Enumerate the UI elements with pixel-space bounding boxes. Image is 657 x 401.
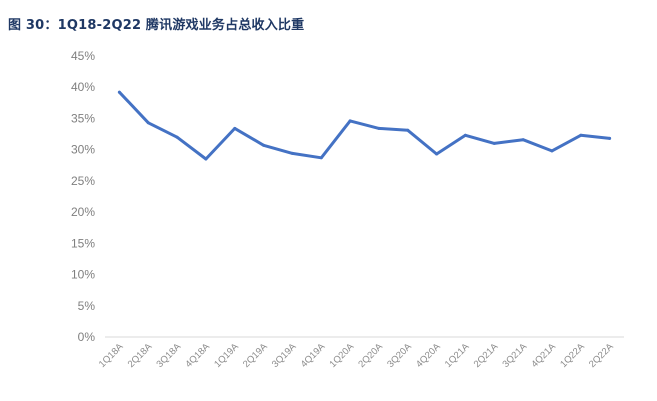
data-point <box>319 156 323 160</box>
y-tick-label: 15% <box>71 236 95 250</box>
data-point <box>435 152 439 156</box>
x-tick-label: 2Q21A <box>472 341 501 370</box>
series-line <box>117 90 612 161</box>
data-point <box>262 143 266 147</box>
data-point <box>550 149 554 153</box>
x-tick-label: 2Q19A <box>241 341 270 370</box>
data-point <box>608 136 612 140</box>
data-point <box>233 126 237 130</box>
x-tick-label: 1Q21A <box>443 341 472 370</box>
y-tick-label: 25% <box>71 174 95 188</box>
data-point <box>117 90 121 94</box>
figure-title: 图 30：1Q18-2Q22 腾讯游戏业务占总收入比重 <box>8 18 305 33</box>
y-tick-label: 0% <box>78 330 96 344</box>
x-tick-label: 3Q18A <box>155 341 184 370</box>
y-tick-label: 45% <box>71 49 95 63</box>
x-tick-label: 3Q20A <box>385 341 414 370</box>
data-point <box>463 133 467 137</box>
data-point <box>492 141 496 145</box>
x-tick-label: 4Q21A <box>529 341 558 370</box>
y-tick-label: 10% <box>71 268 95 282</box>
x-tick-label: 4Q19A <box>299 341 328 370</box>
x-tick-label: 1Q18A <box>97 341 126 370</box>
data-point <box>175 135 179 139</box>
y-tick-label: 20% <box>71 205 95 219</box>
x-tick-label: 3Q21A <box>501 341 530 370</box>
data-points <box>117 90 612 161</box>
x-axis-labels: 1Q18A 2Q18A 3Q18A 4Q18A 1Q19A 2Q19A 3Q19A 4Q19A… <box>97 341 616 370</box>
data-point <box>377 126 381 130</box>
y-tick-label: 35% <box>71 111 95 125</box>
x-tick-label: 2Q22A <box>587 341 616 370</box>
x-tick-label: 3Q19A <box>270 341 299 370</box>
y-tick-label: 40% <box>71 80 95 94</box>
data-point <box>290 151 294 155</box>
data-point <box>579 133 583 137</box>
x-tick-label: 1Q20A <box>328 341 357 370</box>
y-tick-label: 30% <box>71 143 95 157</box>
data-point <box>406 128 410 132</box>
x-tick-label: 1Q19A <box>212 341 241 370</box>
data-point <box>521 138 525 142</box>
x-tick-label: 2Q18A <box>126 341 155 370</box>
x-tick-label: 4Q20A <box>414 341 443 370</box>
x-tick-label: 1Q22A <box>558 341 587 370</box>
x-tick-label: 2Q20A <box>356 341 385 370</box>
y-axis-labels: 0% 5% 10% 15% 20% 25% 30% 35% 40% 45% <box>71 49 95 344</box>
y-tick-label: 5% <box>78 299 96 313</box>
data-point <box>348 119 352 123</box>
x-tick-label: 4Q18A <box>183 341 212 370</box>
data-point <box>146 121 150 125</box>
data-point <box>204 157 208 161</box>
